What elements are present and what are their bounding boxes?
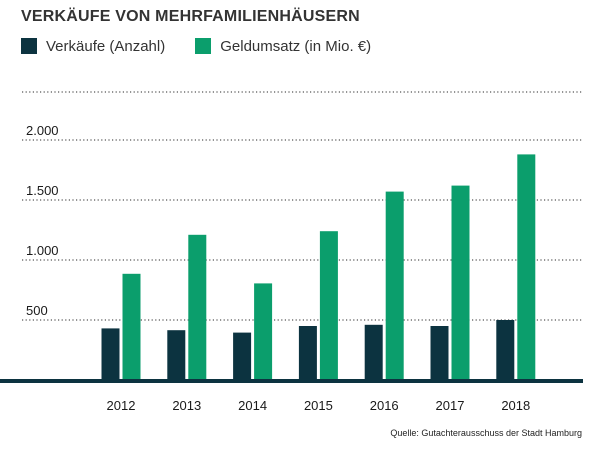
x-tick-label-2012: 2012	[107, 398, 136, 413]
bars	[101, 154, 536, 380]
bar-2-2014	[254, 283, 273, 380]
bar-1-2016	[364, 324, 383, 380]
chart-title: VERKÄUFE VON MEHRFAMILIENHÄUSERN	[21, 8, 360, 25]
source-note: Quelle: Gutachterausschuss der Stadt Ham…	[390, 428, 582, 438]
legend-swatch-series-2	[195, 38, 212, 54]
bar-1-2017	[430, 326, 449, 380]
y-tick-label-3: 2.000	[26, 123, 59, 138]
x-tick-labels: 2012 2013 2014 2015 2016 2017 2018	[107, 398, 531, 413]
legend: Verkäufe (Anzahl) Geldumsatz (in Mio. €)	[21, 36, 371, 56]
y-tick-label-2: 1.500	[26, 183, 59, 198]
bar-2-2015	[319, 231, 338, 380]
bar-1-2015	[298, 326, 317, 380]
x-tick-label-2018: 2018	[501, 398, 530, 413]
bar-2-2013	[188, 234, 207, 380]
legend-item-series-2: Geldumsatz (in Mio. €)	[195, 38, 371, 55]
y-tick-label-0: 500	[26, 303, 48, 318]
x-axis-baseline	[0, 379, 583, 383]
y-tick-labels: 500 1.000 1.500 2.000	[26, 123, 59, 318]
legend-label-series-2: Geldumsatz (in Mio. €)	[220, 37, 372, 55]
grid-lines	[22, 91, 583, 321]
legend-swatch-series-1	[21, 38, 37, 54]
legend-item-series-1: Verkäufe (Anzahl)	[21, 38, 165, 55]
x-tick-label-2013: 2013	[172, 398, 201, 413]
bar-2-2012	[122, 273, 141, 380]
x-tick-label-2017: 2017	[436, 398, 465, 413]
bar-2-2018	[517, 154, 536, 380]
y-tick-label-1: 1.000	[26, 243, 59, 258]
bar-1-2018	[496, 320, 515, 380]
bar-1-2013	[167, 330, 186, 380]
bar-1-2012	[101, 328, 120, 380]
bar-1-2014	[233, 332, 252, 380]
bar-2-2017	[451, 185, 470, 380]
x-tick-label-2016: 2016	[370, 398, 399, 413]
x-tick-label-2015: 2015	[304, 398, 333, 413]
legend-label-series-1: Verkäufe (Anzahl)	[46, 37, 166, 55]
bar-2-2016	[385, 191, 404, 380]
x-tick-label-2014: 2014	[238, 398, 267, 413]
